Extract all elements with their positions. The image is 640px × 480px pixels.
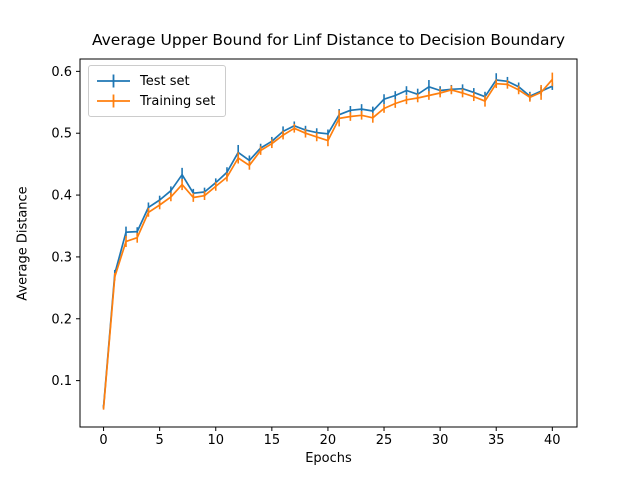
- y-axis-tick-label: 0.2: [51, 312, 72, 327]
- errorbar-glyph-icon: [97, 74, 130, 88]
- y-axis-tick-label: 0.3: [51, 250, 72, 265]
- chart-title: Average Upper Bound for Linf Distance to…: [91, 31, 566, 49]
- x-axis-tick-label: 35: [488, 433, 505, 448]
- series-line-training: [102, 78, 553, 408]
- x-axis-tick-label: 20: [320, 433, 337, 448]
- y-axis-tick-label: 0.1: [51, 374, 72, 389]
- legend-item-test-set: Test set: [95, 71, 215, 91]
- x-axis-tick-label: 0: [99, 433, 107, 448]
- x-axis-tick-label: 25: [376, 433, 393, 448]
- x-axis-tick-label: 15: [264, 433, 281, 448]
- x-axis-tick-label: 5: [156, 433, 164, 448]
- errorbar-glyph-icon: [97, 94, 130, 108]
- y-axis-tick-label: 0.5: [51, 127, 72, 142]
- legend-item-training-set: Training set: [95, 91, 215, 111]
- legend: Test set Training set: [88, 65, 227, 117]
- legend-label-test-set: Test set: [140, 73, 190, 89]
- series-line-test: [102, 79, 553, 407]
- legend-label-training-set: Training set: [140, 93, 216, 109]
- y-axis-label: Average Distance: [15, 186, 31, 301]
- y-axis-tick-label: 0.4: [51, 189, 72, 204]
- x-axis-tick-label: 10: [207, 433, 224, 448]
- axes-frame: [79, 58, 578, 428]
- y-axis-tick-label: 0.6: [51, 65, 72, 80]
- x-axis-tick-label: 40: [544, 433, 561, 448]
- x-axis-label: Epochs: [305, 451, 352, 466]
- x-axis-tick-label: 30: [432, 433, 449, 448]
